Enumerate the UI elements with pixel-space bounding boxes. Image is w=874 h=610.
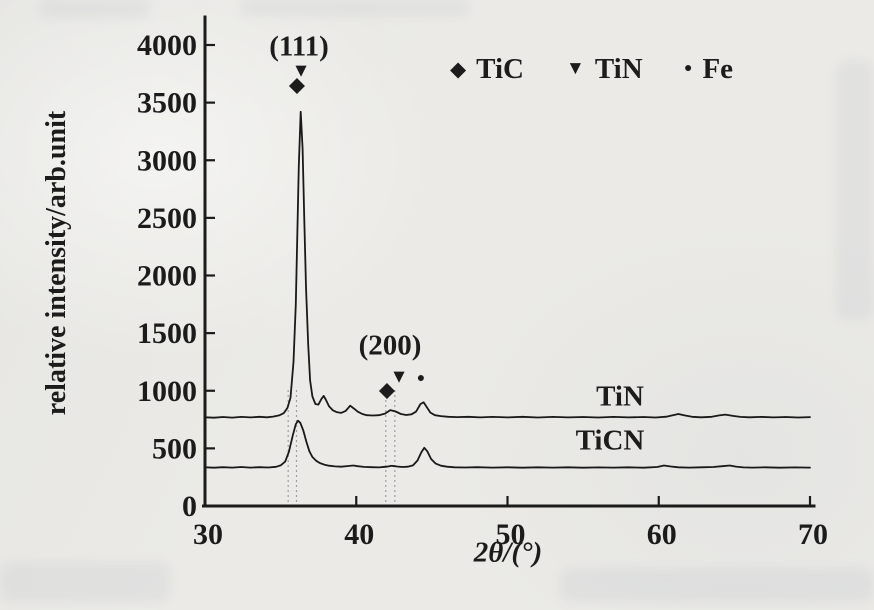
triangle-down-icon: ▼ bbox=[566, 58, 585, 79]
legend-item-fe: ● Fe bbox=[684, 52, 733, 86]
y-axis-title: relative intensity/arb.unit bbox=[41, 110, 72, 416]
circle-icon: ● bbox=[684, 61, 693, 76]
x-tick-label: 70 bbox=[798, 518, 828, 551]
y-tick-label: 3500 bbox=[137, 87, 197, 120]
legend-item-tin: ▼ TiN bbox=[566, 52, 643, 86]
peak-111-triangle-down-icon: ▼ bbox=[291, 60, 311, 82]
curve-ticn bbox=[204, 419, 811, 469]
y-tick-label: 500 bbox=[152, 432, 197, 465]
diamond-icon: ◆ bbox=[450, 56, 467, 81]
legend-label-tin: TiN bbox=[594, 52, 643, 85]
legend-item-tic: ◆ TiC bbox=[450, 52, 524, 86]
legend-label-tic: TiC bbox=[476, 52, 524, 85]
y-tick-label: 2000 bbox=[137, 260, 197, 293]
y-tick-label: 2500 bbox=[137, 202, 197, 235]
curve-label-tin: TiN bbox=[596, 380, 644, 413]
y-tick-label: 4000 bbox=[137, 29, 197, 62]
x-axis-title: 2θ/(°) bbox=[473, 536, 543, 569]
x-tick-label: 50 bbox=[496, 518, 526, 551]
legend-label-fe: Fe bbox=[702, 52, 734, 85]
y-tick-label: 1000 bbox=[137, 375, 197, 408]
peak-200-label: (200) bbox=[358, 329, 422, 362]
peak-111-diamond-icon: ◆ bbox=[288, 72, 306, 97]
y-tick-label: 3000 bbox=[137, 144, 197, 177]
x-tick-label: 40 bbox=[344, 518, 374, 551]
curve-label-ticn: TiCN bbox=[575, 424, 645, 457]
y-tick-label: 1500 bbox=[137, 317, 197, 350]
peak-200-diamond-icon: ◆ bbox=[378, 377, 396, 402]
peak-111-label: (111) bbox=[269, 30, 329, 63]
x-tick-label: 60 bbox=[647, 518, 677, 551]
curve-tin bbox=[204, 110, 811, 419]
peak-200-triangle-down-icon: ▼ bbox=[389, 366, 409, 388]
peak-200-circle-icon: ● bbox=[416, 371, 426, 386]
y-tick-label: 0 bbox=[182, 490, 197, 523]
x-tick-label: 30 bbox=[193, 518, 223, 551]
